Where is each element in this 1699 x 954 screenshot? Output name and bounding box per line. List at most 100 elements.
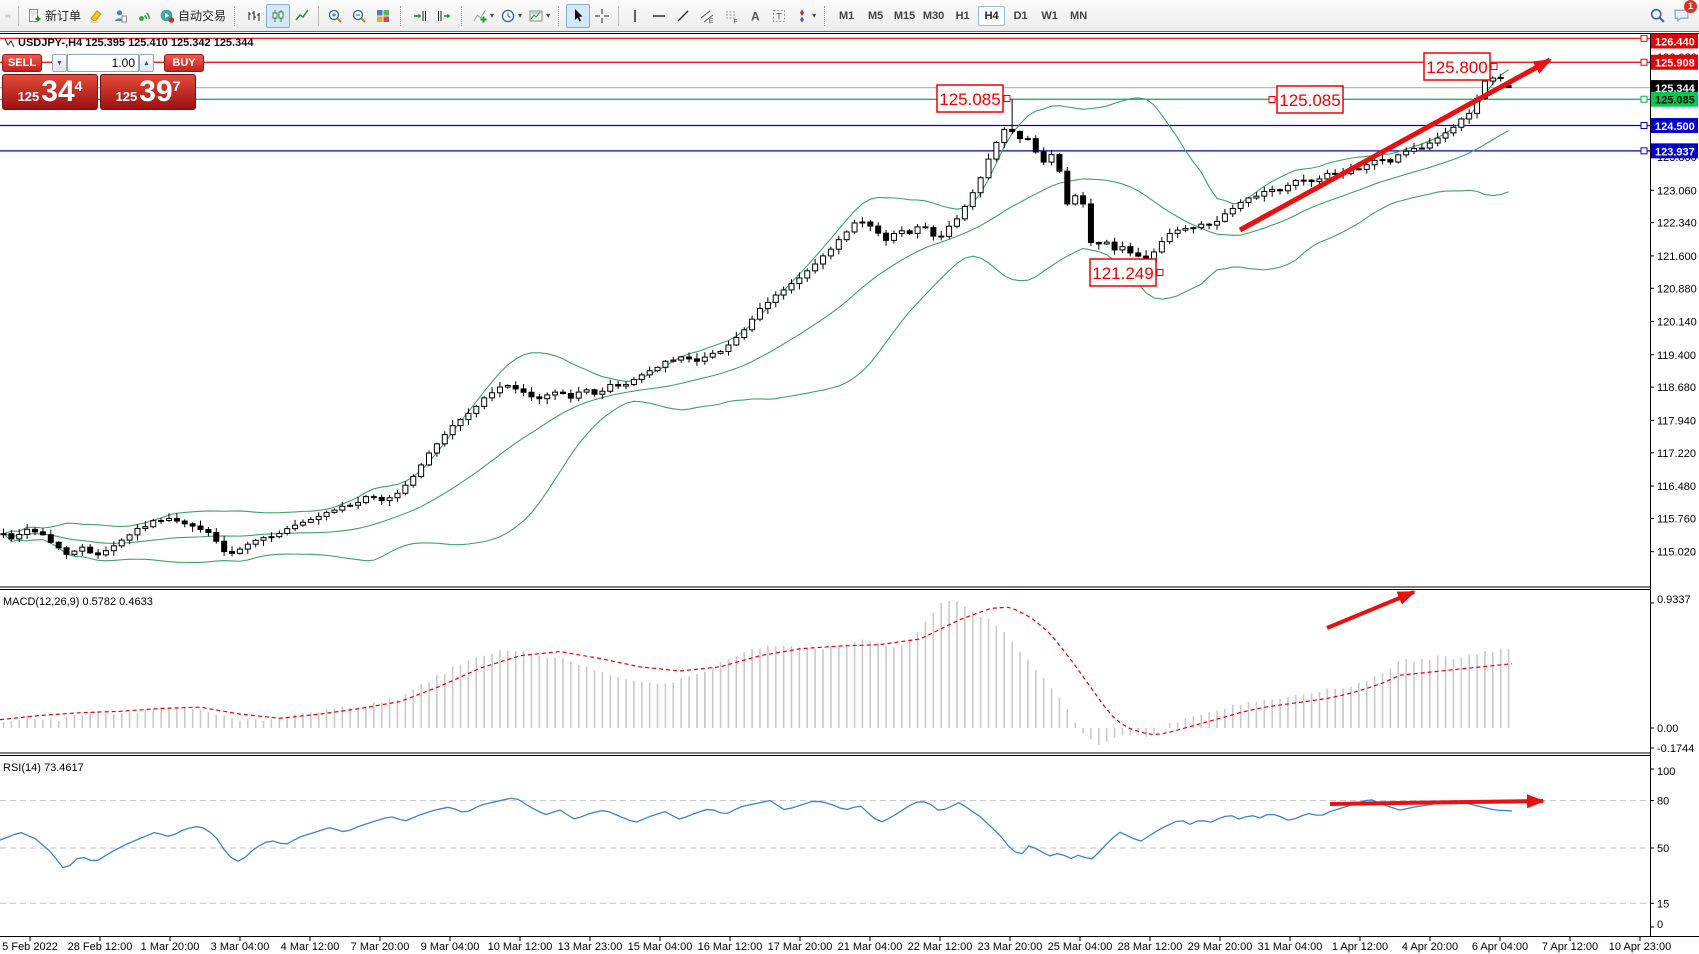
candle-body [0, 533, 7, 536]
candle-body [1017, 130, 1024, 140]
price-annotation[interactable]: 125.085 [936, 84, 1011, 113]
sell-price-button[interactable]: 125 34 4 [2, 74, 98, 110]
candle-body [883, 232, 890, 241]
autotrading-button[interactable]: 自动交易 [156, 4, 229, 28]
rsi-panel [0, 797, 1650, 904]
trend-arrow[interactable] [1326, 590, 1416, 630]
timeframe-h4-button[interactable]: H4 [978, 5, 1006, 26]
timeframe-m1-button[interactable]: M1 [838, 9, 855, 22]
candle-body [1442, 132, 1449, 139]
volume-input[interactable] [67, 54, 139, 72]
volume-down-button[interactable]: ▼ [52, 54, 67, 72]
candle-body [134, 527, 141, 536]
trendline-icon [677, 10, 689, 21]
price-tag-box [1651, 143, 1698, 159]
buy-price-button[interactable]: 125 39 7 [100, 74, 196, 110]
timeframe-mn-button[interactable]: MN [1070, 9, 1088, 22]
time-tick-label: 10 Mar 12:00 [488, 941, 553, 953]
zoom-out-button[interactable] [347, 4, 371, 28]
candle-body [213, 531, 220, 542]
horizontal-line-button[interactable] [647, 4, 671, 28]
sell-button[interactable]: SELL [2, 54, 42, 72]
candle-body [867, 221, 874, 227]
search-button[interactable] [1645, 4, 1669, 28]
candle-body [370, 496, 377, 499]
line-chart-button[interactable] [290, 4, 314, 28]
auto-scroll-icon [414, 10, 427, 21]
candle-body [158, 520, 165, 523]
buy-button[interactable]: BUY [164, 54, 204, 72]
candle-body [1103, 241, 1110, 245]
annotation-box [1423, 52, 1491, 81]
signals-button[interactable] [132, 4, 156, 28]
volume-up-button[interactable]: ▲ [139, 54, 154, 72]
timeframe-d1-button[interactable]: D1 [1013, 9, 1028, 22]
time-axis[interactable]: 5 Feb 2022 28 Feb 12:00 1 Mar 20:00 3 Mar 0… [2, 937, 1671, 953]
trendline-button[interactable] [671, 4, 695, 28]
text-button[interactable]: A [743, 4, 767, 28]
candle-body [1135, 252, 1142, 257]
marker-tool-button[interactable] [84, 4, 108, 28]
candle-body [693, 358, 700, 362]
candle-body [827, 248, 834, 257]
notifications-button[interactable]: 1 [1669, 0, 1697, 28]
candle-body [977, 177, 984, 194]
candle-body [623, 383, 630, 387]
new-order-button[interactable]: 新订单 [23, 4, 84, 28]
periods-button[interactable]: ▾ [497, 4, 525, 28]
trend-arrow[interactable] [1238, 57, 1552, 233]
candle-body [741, 329, 748, 338]
timeframe-m30-button[interactable]: M30 [922, 9, 945, 22]
candle-body [1403, 150, 1410, 156]
price-annotation[interactable]: 121.249 [1089, 258, 1164, 287]
templates-button[interactable]: ▾ [525, 4, 553, 28]
trade-accounts-button[interactable] [108, 4, 132, 28]
price-axis[interactable]: 126.020125.280124.540123.800123.060122.3… [1650, 33, 1699, 937]
text-label-button[interactable]: T [767, 4, 791, 28]
price-annotation[interactable]: 125.800 [1423, 52, 1498, 81]
text-icon: A [751, 9, 760, 23]
candle-body [1253, 195, 1260, 199]
candle-body [1371, 159, 1378, 166]
sell-price-main: 34 [41, 75, 75, 108]
chart-shift-button[interactable] [432, 4, 456, 28]
clipped-chart-icon[interactable] [2, 4, 14, 28]
vertical-line-button[interactable] [623, 4, 647, 28]
timeframe-m5-button[interactable]: M5 [867, 9, 884, 22]
trend-arrow[interactable] [1329, 794, 1545, 809]
candle-body [552, 391, 559, 396]
equidistant-channel-button[interactable]: E [695, 4, 719, 28]
candle-body [654, 366, 661, 372]
zoom-in-button[interactable] [323, 4, 347, 28]
candle-body [1245, 197, 1252, 203]
crosshair-button[interactable] [590, 4, 614, 28]
timeframe-m15-button[interactable]: M15 [893, 9, 916, 22]
timeframe-w1-button[interactable]: W1 [1041, 9, 1058, 22]
fibonacci-button[interactable]: F [719, 4, 743, 28]
zoom-out-icon [352, 9, 366, 23]
candle-body [930, 227, 937, 237]
auto-scroll-button[interactable] [408, 4, 432, 28]
candlestick-chart-button[interactable] [266, 3, 291, 28]
price-tag-box [1651, 91, 1698, 107]
price-annotation[interactable]: 125.085 [1268, 85, 1344, 114]
candle-body [24, 528, 31, 535]
tile-windows-button[interactable] [371, 4, 395, 28]
bar-chart-button[interactable] [242, 4, 266, 28]
macd-panel [0, 600, 1513, 745]
svg-text:E: E [709, 19, 713, 24]
cursor-button[interactable] [566, 3, 591, 28]
rsi-label: RSI(14) 73.4617 [3, 762, 84, 774]
arrows-button[interactable]: ▾ [791, 4, 819, 28]
vertical-line-icon [634, 9, 636, 22]
candle-body [804, 270, 811, 279]
line-endpoint-marker [1640, 35, 1648, 42]
candle-body [71, 550, 78, 555]
time-tick-label: 13 Mar 23:00 [558, 941, 623, 953]
indicators-button[interactable]: ▾ [469, 4, 497, 28]
cursor-icon [575, 8, 583, 21]
candle-body [205, 529, 212, 533]
timeframe-h1-button[interactable]: H1 [955, 9, 970, 22]
price-tag-box [1651, 80, 1698, 96]
